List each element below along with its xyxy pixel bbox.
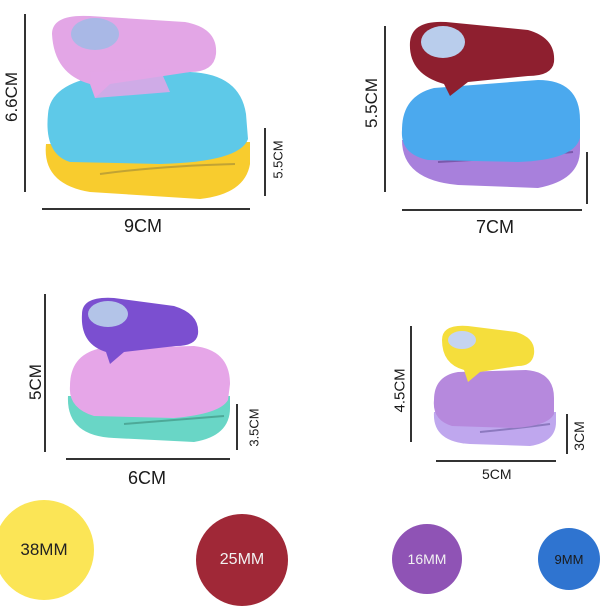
punch-small-height-label: 5CM bbox=[26, 364, 45, 400]
punch-body bbox=[401, 80, 580, 162]
punch-small bbox=[64, 296, 234, 444]
circle-38mm: 38MM bbox=[0, 500, 94, 600]
punch-mini-height-label: 4.5CM bbox=[391, 368, 409, 413]
punch-large-height-label: 6.6CM bbox=[2, 71, 21, 122]
punch-medium bbox=[398, 20, 583, 192]
lever-dot bbox=[421, 26, 465, 58]
punch-small-depth-label: 3.5CM bbox=[246, 408, 262, 447]
punch-mini-image bbox=[433, 325, 556, 446]
circle-38mm-label: 38MM bbox=[20, 540, 68, 559]
punch-medium-height-label: 5.5CM bbox=[362, 77, 381, 128]
circle-16mm: 16MM bbox=[392, 524, 462, 594]
punch-mini bbox=[430, 324, 558, 448]
circle-25mm-label: 25MM bbox=[219, 551, 265, 568]
lever-dot bbox=[448, 331, 476, 349]
punch-body bbox=[433, 370, 554, 428]
punch-small-image bbox=[67, 297, 230, 442]
circle-9mm: 9MM bbox=[538, 528, 600, 590]
lever-dot bbox=[71, 18, 119, 50]
punch-small-width-label: 6CM bbox=[128, 468, 167, 488]
punch-large-image bbox=[45, 15, 250, 199]
punch-large-depth-label: 5.5CM bbox=[270, 140, 286, 179]
circle-25mm: 25MM bbox=[196, 514, 288, 606]
punch-medium-image bbox=[401, 21, 580, 188]
punch-body bbox=[69, 346, 230, 418]
punch-mini-width-label: 5CM bbox=[482, 466, 512, 482]
circle-9mm-label: 9MM bbox=[554, 551, 584, 567]
punch-large bbox=[40, 14, 255, 204]
punch-mini-depth-label: 3CM bbox=[571, 421, 587, 451]
lever-dot bbox=[88, 301, 128, 327]
circle-16mm-label: 16MM bbox=[407, 551, 447, 567]
punch-large-width-label: 9CM bbox=[124, 216, 163, 236]
punch-medium-width-label: 7CM bbox=[476, 217, 515, 237]
